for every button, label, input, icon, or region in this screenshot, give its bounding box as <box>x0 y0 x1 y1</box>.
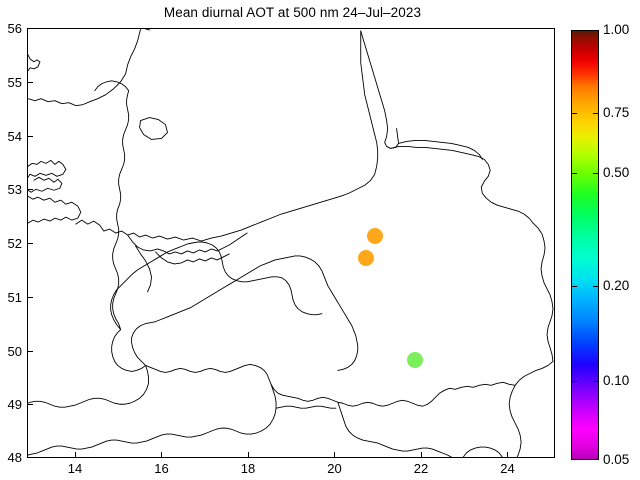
aot-station-marker[interactable] <box>407 352 423 368</box>
x-axis-label-18: 18 <box>240 461 256 476</box>
aot-station-marker[interactable] <box>358 250 374 266</box>
colorbar-label-0.05: 0.05 <box>603 452 630 467</box>
colorbar-label-0.20: 0.20 <box>603 278 630 293</box>
y-axis-tick <box>27 404 33 406</box>
y-axis-tick <box>27 81 33 83</box>
y-axis-tick <box>27 135 33 137</box>
colorbar-tick <box>593 286 599 288</box>
y-axis-label-50: 50 <box>7 343 22 359</box>
x-axis-label-20: 20 <box>327 461 342 476</box>
x-axis-tick <box>420 452 422 458</box>
colorbar-label-0.50: 0.50 <box>603 165 630 180</box>
x-axis-tick <box>507 452 509 458</box>
y-axis-label-54: 54 <box>7 128 22 144</box>
colorbar-tick <box>571 113 577 115</box>
x-axis-tick <box>74 452 76 458</box>
y-axis-label-48: 48 <box>7 450 22 465</box>
x-axis-label-14: 14 <box>67 461 83 476</box>
x-axis-tick <box>161 452 163 458</box>
y-axis-tick <box>27 296 33 298</box>
y-axis-label-49: 49 <box>7 397 22 413</box>
y-axis-tick <box>27 350 33 352</box>
y-axis-label-55: 55 <box>7 74 22 90</box>
colorbar-tick <box>571 173 577 175</box>
x-axis-label-22: 22 <box>413 461 429 476</box>
y-axis-label-51: 51 <box>7 289 22 305</box>
y-axis-tick <box>27 243 33 245</box>
colorbar-tick <box>571 381 577 383</box>
x-axis-label-24: 24 <box>500 461 515 476</box>
page-title: Mean diurnal AOT at 500 nm 24–Jul–2023 <box>163 5 422 20</box>
y-axis-label-53: 53 <box>7 182 22 198</box>
y-axis-label-56: 56 <box>7 21 22 36</box>
x-axis-tick <box>247 452 249 458</box>
map-plot-area[interactable] <box>27 28 555 458</box>
colorbar-tick <box>593 381 599 383</box>
colorbar-label-0.75: 0.75 <box>603 105 630 120</box>
colorbar-tick <box>593 173 599 175</box>
colorbar-tick <box>571 286 577 288</box>
y-axis-tick <box>27 189 33 191</box>
aot-station-marker[interactable] <box>367 228 383 244</box>
x-axis-label-16: 16 <box>154 461 169 476</box>
colorbar[interactable] <box>571 30 599 460</box>
y-axis-tick <box>27 28 33 30</box>
x-axis-tick <box>334 452 336 458</box>
y-axis-tick <box>27 457 33 459</box>
colorbar-gradient <box>572 31 598 459</box>
colorbar-label-1.00: 1.00 <box>603 22 630 37</box>
basemap-coastlines <box>28 29 554 457</box>
colorbar-label-0.10: 0.10 <box>603 373 630 388</box>
colorbar-tick <box>593 113 599 115</box>
y-axis-label-52: 52 <box>7 236 22 251</box>
